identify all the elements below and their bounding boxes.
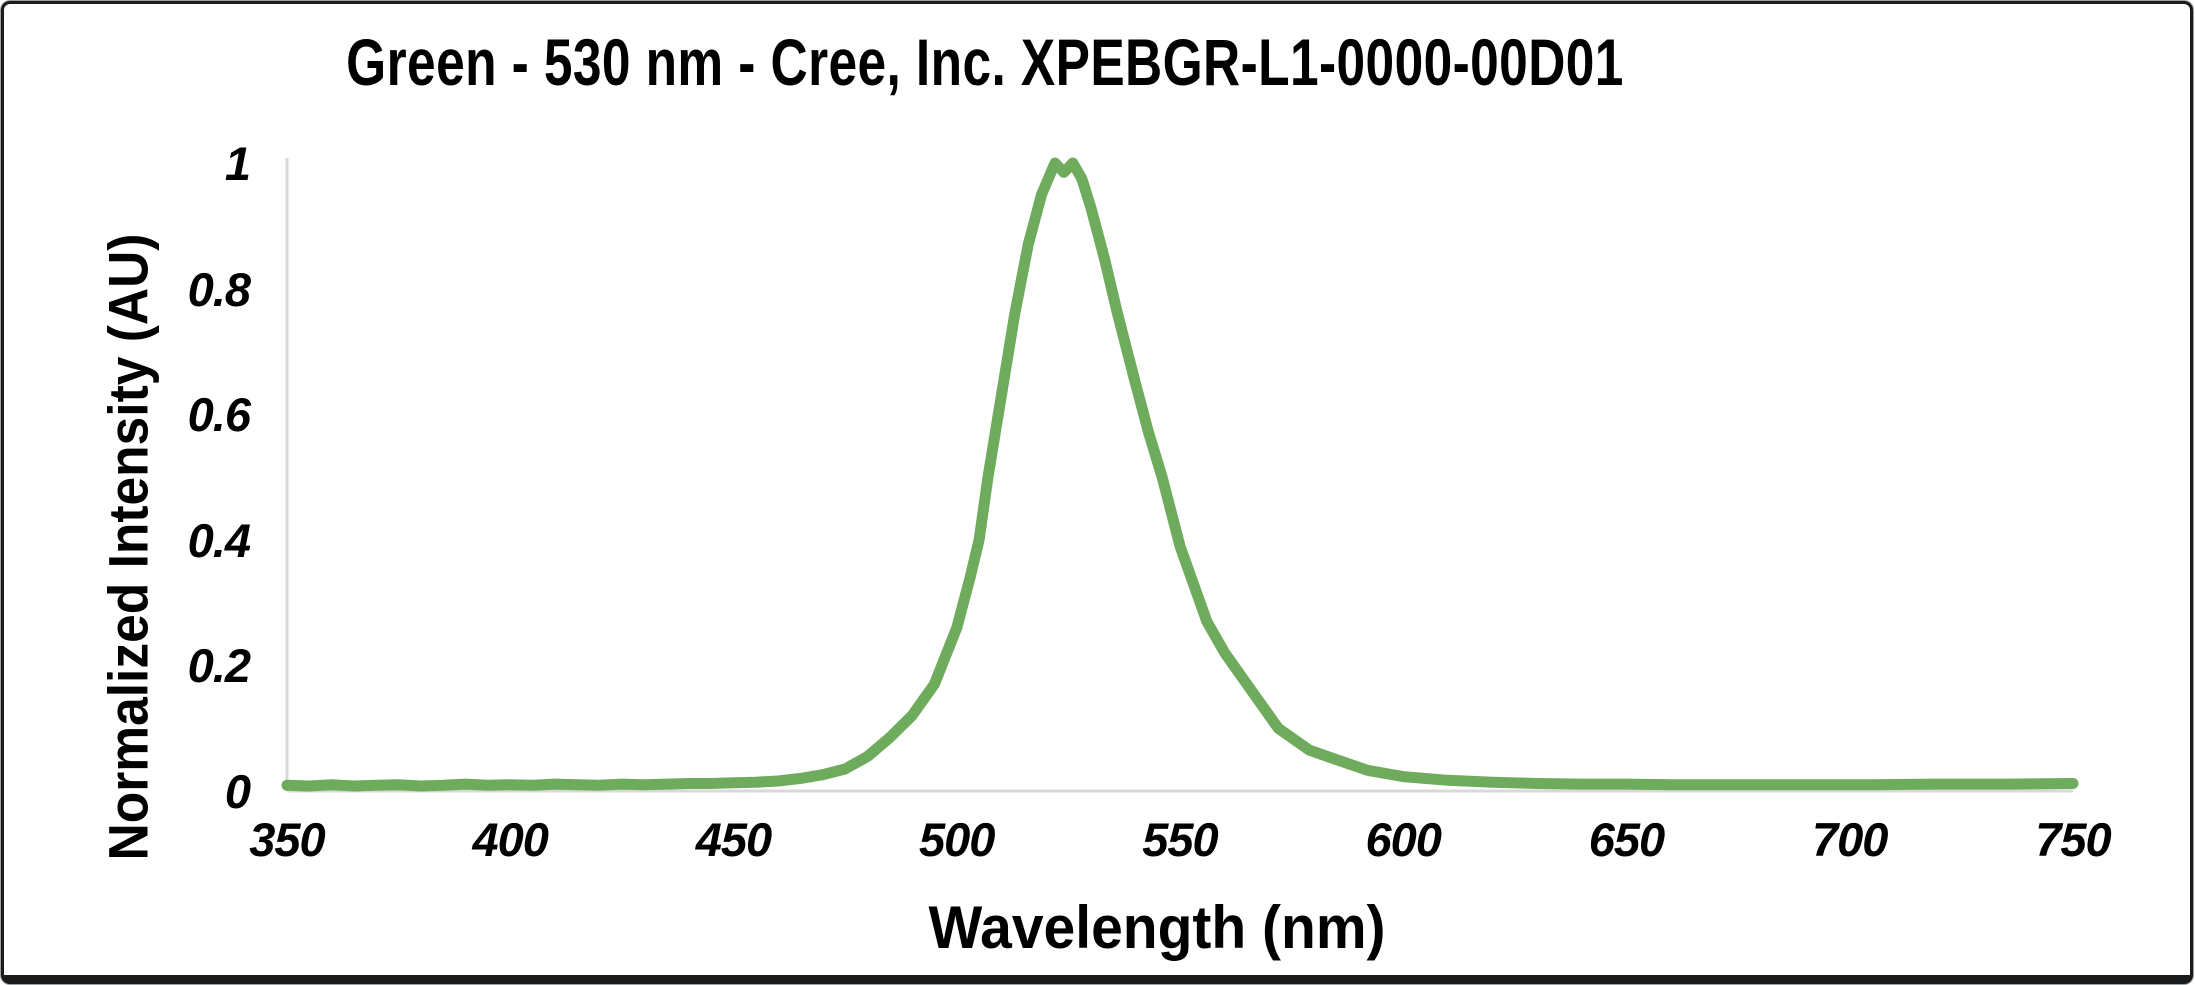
x-tick-label: 750 bbox=[2035, 813, 2111, 866]
y-tick-label: 0.2 bbox=[187, 639, 251, 693]
x-tick-label: 700 bbox=[1812, 813, 1888, 866]
spectrum-curve bbox=[281, 157, 2079, 792]
y-tick-label: 0.4 bbox=[187, 513, 251, 567]
x-tick-label: 600 bbox=[1365, 813, 1442, 866]
y-tick-label: 0 bbox=[224, 765, 251, 818]
y-tick-label: 1 bbox=[224, 137, 251, 190]
x-tick-label: 500 bbox=[919, 813, 995, 866]
x-tick-label: 550 bbox=[1142, 813, 1218, 866]
x-tick-label: 650 bbox=[1588, 813, 1665, 866]
y-tick-label: 0.8 bbox=[187, 262, 251, 316]
x-tick-label: 400 bbox=[472, 813, 549, 866]
chart-title: Green - 530 nm - Cree, Inc. XPEBGR-L1-00… bbox=[346, 25, 1624, 99]
x-tick-label: 450 bbox=[695, 813, 772, 866]
x-tick-label: 350 bbox=[249, 813, 325, 866]
x-axis-title: Wavelength (nm) bbox=[928, 894, 1386, 961]
y-tick-label: 0.6 bbox=[187, 388, 251, 442]
